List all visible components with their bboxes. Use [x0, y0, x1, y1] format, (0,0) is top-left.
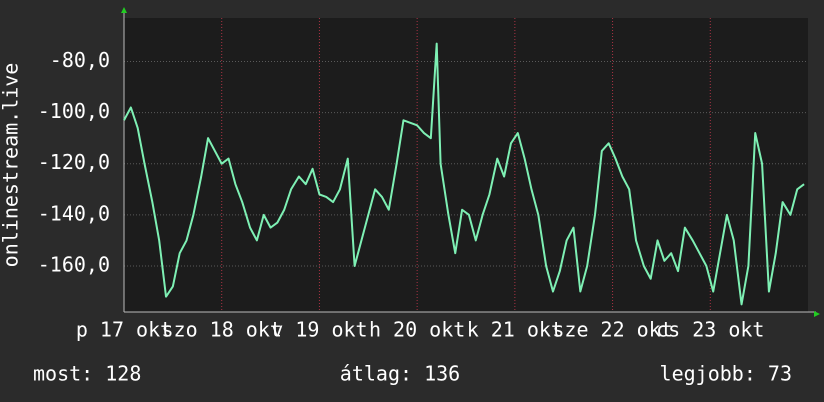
plot-area — [124, 18, 808, 312]
y-axis-label: onlinestream.live — [0, 63, 23, 268]
stat-best: legjobb: 73 — [660, 362, 792, 386]
x-arrow — [814, 311, 820, 317]
x-tick-label: szo 18 okt — [162, 318, 282, 342]
x-tick-label: p 17 okt — [76, 318, 172, 342]
stat-average: átlag: 136 — [340, 362, 460, 386]
y-tick-label: -160,0 — [38, 252, 110, 276]
y-tick-label: -80,0 — [50, 48, 110, 72]
stat-current: most: 128 — [33, 362, 141, 386]
grid — [123, 18, 808, 312]
y-tick-label: -120,0 — [38, 150, 110, 174]
data-line — [123, 42, 805, 306]
y-tick-label: -140,0 — [38, 201, 110, 225]
y-arrow — [121, 7, 127, 13]
x-tick-label: k 21 okt — [467, 318, 563, 342]
x-tick-label: h 20 okt — [369, 318, 465, 342]
y-tick-label: -100,0 — [38, 99, 110, 123]
x-tick-label: sze 22 okt — [552, 318, 672, 342]
x-tick-label: cs 23 okt — [656, 318, 764, 342]
x-tick-label: v 19 okt — [271, 318, 367, 342]
